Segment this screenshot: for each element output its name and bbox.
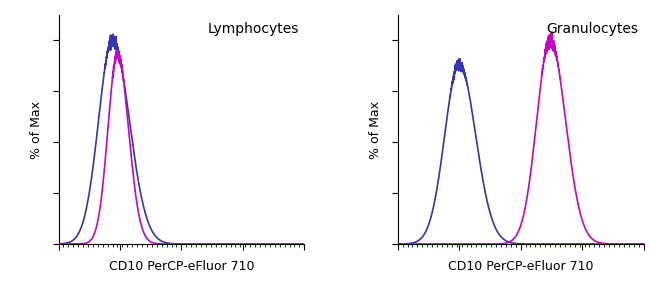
Text: Granulocytes: Granulocytes: [547, 22, 638, 36]
Y-axis label: % of Max: % of Max: [29, 101, 42, 159]
Y-axis label: % of Max: % of Max: [369, 101, 382, 159]
X-axis label: CD10 PerCP-eFluor 710: CD10 PerCP-eFluor 710: [448, 260, 593, 273]
Text: Lymphocytes: Lymphocytes: [208, 22, 300, 36]
X-axis label: CD10 PerCP-eFluor 710: CD10 PerCP-eFluor 710: [109, 260, 254, 273]
